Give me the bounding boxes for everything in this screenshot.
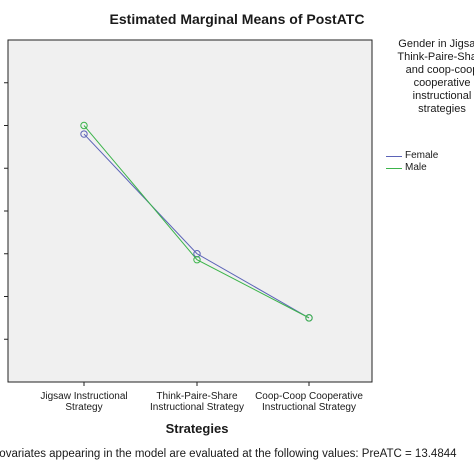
legend-title-line: and coop-coop [405, 64, 474, 76]
legend-title-line: strategies [418, 103, 466, 115]
legend-label-male: Male [405, 162, 427, 173]
data-point-male [193, 256, 201, 264]
x-tick-label: Coop-Coop Cooperative Instructional Strat… [255, 391, 363, 413]
legend-title-line: Think-Paire-Share [397, 51, 474, 63]
legend-title: Gender in Jigsaw, Think-Paire-Share and … [372, 38, 474, 116]
covariates-footnote: Covariates appearing in the model are ev… [0, 448, 457, 460]
legend-title-line: instructional [412, 90, 472, 102]
series-line-female [83, 133, 310, 319]
chart-title: Estimated Marginal Means of PostATC [109, 11, 365, 27]
legend-label-female: Female [405, 150, 439, 161]
x-tick-label: Think-Paire-Share Instructional Strategy [150, 391, 244, 413]
legend-title-line: cooperative [413, 77, 471, 89]
legend-swatch-male [386, 168, 402, 169]
plot-area [7, 39, 373, 383]
legend-title-line: Gender in Jigsaw, [398, 38, 474, 50]
data-point-male [305, 314, 313, 322]
data-point-male [80, 121, 88, 130]
series-line-male [83, 125, 310, 319]
x-axis-label: Strategies [165, 421, 229, 436]
x-tick-label: Jigsaw Instructional Strategy [40, 391, 127, 413]
data-point-female [80, 130, 88, 138]
legend-swatch-female [386, 156, 402, 157]
